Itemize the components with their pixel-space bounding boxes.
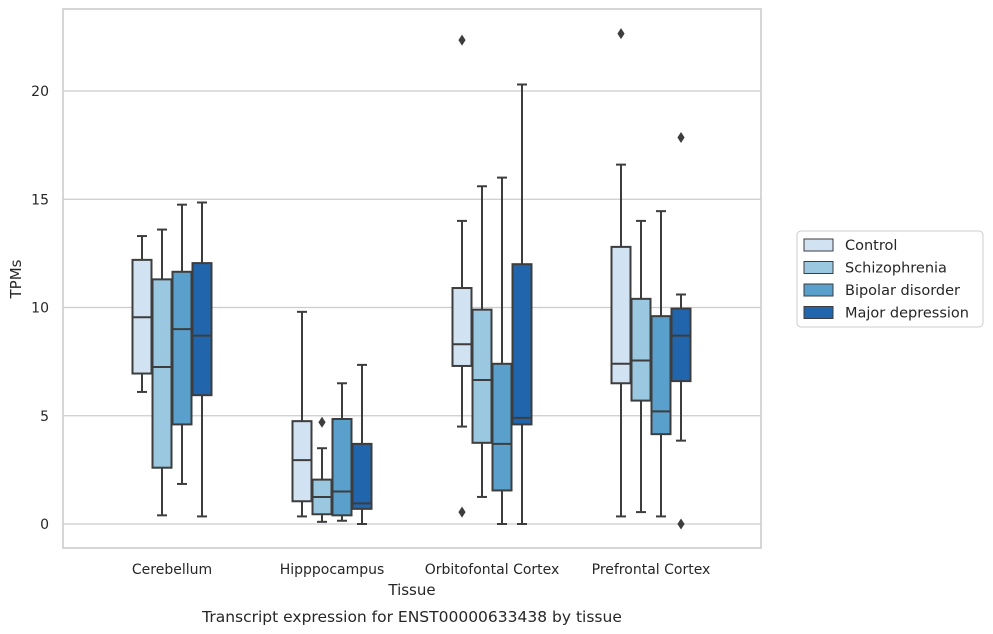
y-tick-label: 20 [31, 84, 49, 100]
legend-label: Schizophrenia [845, 261, 947, 277]
legend-swatch [803, 283, 834, 297]
y-tick-labels: 0 5 10 15 20 [31, 84, 49, 533]
chart-caption: Transcript expression for ENST0000063343… [201, 608, 622, 626]
legend-swatch [803, 261, 834, 274]
box-major-depression [670, 132, 692, 530]
outlier-point [458, 34, 466, 46]
box-control [451, 34, 473, 518]
box-major-depression [191, 201, 213, 518]
box-bipolar-disorder [650, 210, 672, 518]
iqr-box [351, 442, 373, 510]
box-control [610, 28, 632, 518]
box-control [291, 310, 313, 518]
box-control [131, 235, 153, 393]
legend: Control Schizophrenia Bipolar disorder Majo… [796, 230, 984, 328]
legend-frame [796, 230, 984, 328]
y-axis-label: TPMs [7, 259, 25, 299]
y-tick-label: 15 [31, 192, 49, 208]
legend-label: Major depression [845, 306, 969, 322]
box-major-depression [511, 83, 533, 525]
x-tick-label: Hipppocampus [280, 562, 385, 578]
iqr-box [471, 308, 493, 444]
box-major-depression [351, 363, 373, 525]
outlier-point [617, 28, 625, 40]
x-tick-label: Cerebellum [132, 562, 212, 578]
iqr-box [650, 315, 672, 436]
box-schizophrenia [471, 185, 493, 498]
legend-swatch [803, 238, 834, 252]
box-groups [131, 28, 692, 530]
outlier-point [677, 518, 685, 530]
legend-label: Control [845, 238, 897, 254]
legend-items: Control Schizophrenia Bipolar disorder Majo… [803, 238, 969, 322]
iqr-box [491, 362, 513, 492]
x-tick-labels: Cerebellum Hipppocampus Orbitofontal Corte… [132, 562, 710, 578]
iqr-box [151, 278, 173, 469]
legend-label: Bipolar disorder [845, 283, 960, 299]
iqr-box [331, 417, 353, 517]
x-tick-label: Orbitofontal Cortex [425, 562, 560, 578]
outlier-point [458, 506, 466, 518]
box-schizophrenia [630, 219, 652, 514]
box-schizophrenia [311, 416, 333, 523]
iqr-box [291, 420, 313, 503]
y-tick-label: 0 [40, 517, 49, 533]
y-tick-label: 5 [40, 409, 49, 425]
y-tick-label: 10 [31, 301, 49, 317]
legend-swatch [803, 306, 834, 319]
iqr-box [630, 297, 652, 402]
x-tick-label: Prefrontal Cortex [592, 562, 711, 578]
box-schizophrenia [151, 228, 173, 517]
box-bipolar-disorder [171, 203, 193, 485]
iqr-box [171, 270, 193, 426]
outlier-point [318, 416, 326, 428]
iqr-box [670, 307, 692, 383]
iqr-box [511, 263, 533, 426]
box-bipolar-disorder [331, 382, 353, 522]
iqr-box [191, 262, 213, 397]
outlier-point [677, 132, 685, 144]
box-bipolar-disorder [491, 176, 513, 525]
x-axis-label: Tissue [387, 581, 435, 599]
plot-frame [62, 8, 762, 549]
iqr-box [451, 287, 473, 367]
